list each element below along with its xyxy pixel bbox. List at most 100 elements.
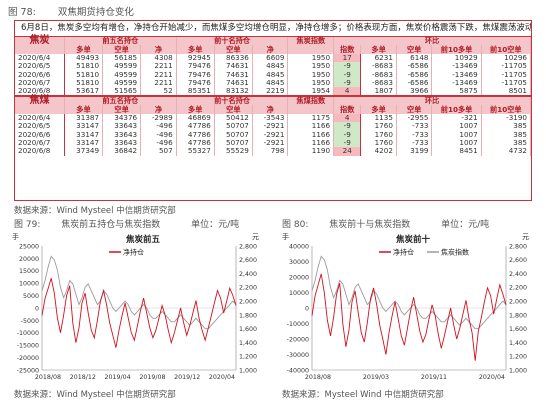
right-tick-label: 1,000 (509, 367, 527, 374)
coal-cell: 47786 (176, 130, 215, 139)
coke-cell: 2020/6/4 (15, 53, 65, 63)
coal-cell: 1166 (287, 122, 335, 131)
coke-cell: 4845 (252, 62, 289, 71)
coal-cell: -496 (140, 138, 177, 148)
coke-cell: 1807 (360, 87, 397, 97)
coke-cell: 2020/6/5 (15, 62, 65, 71)
coke-cell: 6609 (252, 53, 289, 63)
chart-title: 焦炭前五 (125, 234, 161, 245)
index-price-line (41, 255, 237, 330)
coal-cell: -496 (140, 130, 177, 139)
coke-group-top10: 前十名持仓 (176, 36, 289, 46)
right-tick-label: 2,600 (509, 257, 527, 264)
right-tick-label: 2,200 (239, 285, 257, 292)
x-tick-label: 2018/08 (305, 374, 331, 381)
table-row: 2020/6/5 33147 33643 -496 47786 50707 -2921 116… (15, 122, 532, 131)
coal-sub-5: 净 (252, 105, 289, 114)
coal-cell: -2921 (252, 122, 289, 131)
coke-cell: -6586 (396, 62, 433, 71)
coke-cell: -6586 (396, 70, 433, 79)
left-tick-label: -5000 (21, 318, 39, 325)
coke-cell: -8683 (360, 70, 397, 79)
right-tick-label: 2,800 (239, 243, 257, 250)
legend-index-label: 焦炭指数 (441, 248, 469, 257)
coal-cell: 2020/6/5 (15, 122, 65, 131)
coal-cell: 2020/6/7 (15, 138, 65, 148)
right-tick-label: 1,600 (509, 326, 527, 333)
coke-cell: 49599 (102, 70, 142, 79)
coke-cell: -6586 (396, 78, 433, 88)
left-tick-label: 20000 (289, 274, 309, 281)
coal-cell: 507 (140, 147, 177, 156)
coke-cell: 4308 (140, 53, 177, 63)
coal-cell: 1007 (431, 130, 482, 139)
right-tick-label: 2,400 (239, 271, 257, 278)
coke-cell: 4845 (252, 70, 289, 79)
coal-cell: 33643 (102, 122, 142, 131)
coke-cell: 74631 (214, 70, 253, 79)
coal-cell: 1760 (360, 122, 397, 131)
coke-cell: 74631 (214, 78, 253, 88)
coke-cell: 2020/6/7 (15, 78, 65, 88)
summary-text: 6月8日，焦炭多空均有增仓，净持仓开始减少，而焦煤多空均增仓明显，净持仓增多；价… (15, 21, 531, 37)
right-tick-label: 2,800 (509, 243, 527, 250)
coal-name: 焦煤 (15, 95, 65, 106)
coal-cell: 47786 (176, 138, 215, 148)
coke-sub-5: 净 (252, 45, 289, 54)
left-tick-label: 10000 (19, 281, 39, 288)
coke-cell: 74631 (214, 62, 253, 71)
coke-cell: -9 (333, 62, 362, 71)
coal-cell: 50412 (214, 113, 253, 123)
coal-cell: 55529 (214, 147, 253, 156)
coal-cell: -2921 (252, 130, 289, 139)
left-tick-label: 10000 (289, 290, 309, 297)
left-unit: 手 (282, 232, 289, 241)
figure-79-title: 焦炭前五持仓与焦炭指数 (61, 220, 161, 230)
coke-sub-2: 净 (140, 45, 177, 54)
left-tick-label: 25000 (19, 243, 39, 250)
coal-cell: 798 (252, 147, 289, 156)
coal-group-top5: 前五名持仓 (64, 95, 177, 106)
coal-cell: -496 (140, 122, 177, 131)
coal-cell: 1007 (431, 122, 482, 131)
coke-cell: 79476 (176, 62, 215, 71)
coke-sub-3: 多单 (176, 45, 215, 54)
coke-cell: 1950 (287, 62, 335, 71)
coal-cell: -3190 (481, 113, 532, 123)
coke-cell: 51565 (102, 87, 142, 97)
left-tick-label: -10000 (287, 321, 309, 328)
coal-cell: 8451 (431, 147, 482, 156)
left-tick-label: 15000 (19, 268, 39, 275)
x-tick-label: 2018/12 (70, 374, 96, 381)
source-left: 数据来源：Wind Mysteel 中信期货研究部 (14, 390, 176, 400)
chart-front-five-svg: 手 元 25000 20000 15000 10000 5000 0 -5000 -10000 -1… (12, 232, 259, 381)
coke-cell: 5875 (431, 87, 482, 97)
source-main: 数据来源：Wind Mysteel 中信期货研究部 (14, 206, 176, 216)
coke-cell: -13469 (431, 70, 482, 79)
coal-cell: 33643 (102, 138, 142, 148)
coke-cell: -11705 (481, 70, 532, 79)
coke-cell: 2219 (252, 87, 289, 97)
right-tick-label: 2,000 (239, 299, 257, 306)
positions-panel: 6月8日，焦炭多空均有增仓，净持仓开始减少，而焦煤多空均增仓明显，净持仓增多；价… (14, 20, 532, 201)
coke-cell: 53617 (64, 87, 104, 97)
coal-sub-2: 净 (140, 105, 177, 114)
left-tick-label: -40000 (287, 367, 309, 374)
figure-80-title: 焦炭前十与焦炭指数 (329, 220, 411, 230)
coke-cell: 2211 (140, 78, 177, 88)
coke-cell: -9 (333, 78, 362, 88)
coke-cell: -9 (333, 70, 362, 79)
right-tick-label: 2,600 (239, 257, 257, 264)
coke-cell: 92945 (176, 53, 215, 63)
coke-cell: 4 (333, 87, 362, 97)
coal-sub-3: 多单 (176, 105, 215, 114)
coke-cell: -8683 (360, 62, 397, 71)
right-unit: 元 (522, 233, 529, 241)
coal-cell: 37349 (64, 147, 104, 156)
legend-net-label: 净持仓 (393, 248, 414, 257)
table-row: 2020/6/5 51810 49599 2211 79476 74631 4845 1950… (15, 62, 532, 71)
table-row: 2020/6/4 31387 34376 -2989 46869 50412 -3543 11… (15, 113, 532, 123)
coal-sub-1: 空单 (102, 105, 142, 114)
coke-cell: -13469 (431, 78, 482, 88)
coal-cell: 1166 (287, 138, 335, 148)
